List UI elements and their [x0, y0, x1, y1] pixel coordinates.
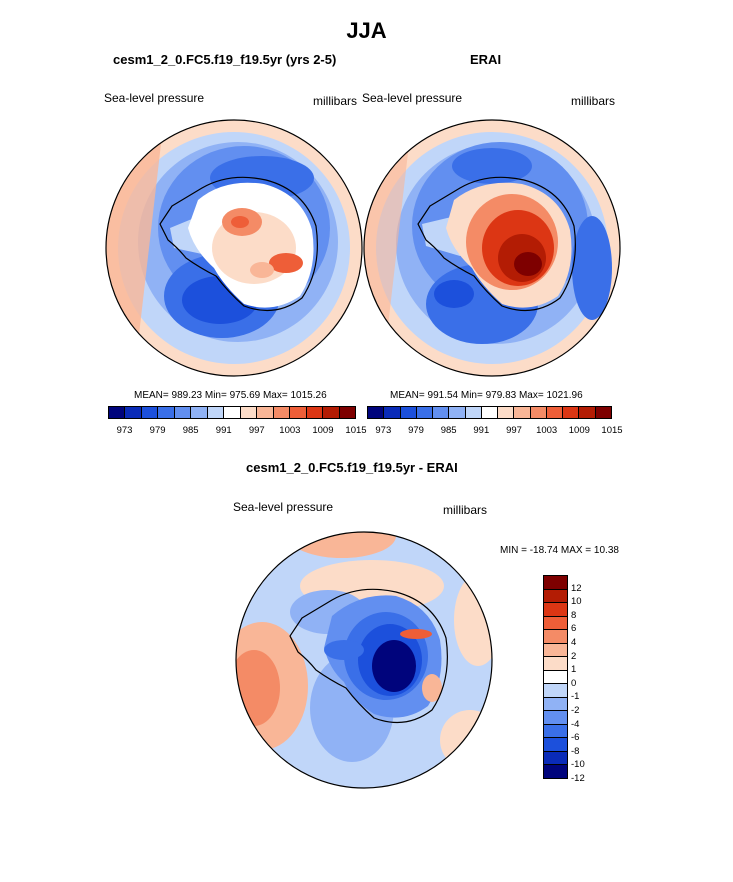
- colorbar-swatch: [544, 643, 567, 658]
- colorbar-swatch: [498, 407, 515, 418]
- colorbar-tick-label: 6: [571, 623, 577, 635]
- colorbar-tick-label: 1: [571, 664, 577, 676]
- colorbar-swatch: [323, 407, 340, 418]
- colorbar-tick-label: 991: [215, 425, 232, 436]
- colorbar-tick-label: 1003: [536, 425, 558, 436]
- colorbar-swatch: [544, 630, 567, 644]
- panel1-colorbar: [108, 406, 356, 419]
- panel3-units-label: millibars: [443, 503, 488, 517]
- colorbar-tick-label: 2: [571, 650, 577, 662]
- colorbar-tick-label: -8: [571, 745, 580, 757]
- colorbar-swatch: [544, 765, 567, 778]
- panel2-stats: MEAN= 991.54 Min= 979.83 Max= 1021.96: [390, 390, 583, 401]
- colorbar-swatch: [191, 407, 208, 418]
- colorbar-tick-label: 1009: [568, 425, 590, 436]
- panel2-units-label: millibars: [571, 94, 616, 108]
- figure-title: JJA: [346, 18, 387, 43]
- colorbar-swatch: [514, 407, 531, 418]
- colorbar-swatch: [290, 407, 307, 418]
- colorbar-tick-label: 997: [506, 425, 522, 436]
- panel1-map: [105, 119, 363, 377]
- panel3-stats: MIN = -18.74 MAX = 10.38: [500, 545, 619, 556]
- panel3-colorbar: [543, 575, 568, 779]
- panel1-field-label: Sea-level pressure: [104, 91, 205, 105]
- colorbar-tick-label: 0: [571, 677, 577, 689]
- colorbar-swatch: [306, 407, 324, 418]
- colorbar-swatch: [544, 670, 567, 685]
- colorbar-swatch: [273, 407, 291, 418]
- panel2-field-label: Sea-level pressure: [362, 91, 463, 105]
- colorbar-tick-label: 979: [408, 425, 424, 436]
- colorbar-tick-label: 8: [571, 609, 577, 621]
- colorbar-swatch: [544, 589, 567, 604]
- colorbar-swatch: [544, 751, 567, 766]
- panel3-field-label: Sea-level pressure: [233, 500, 334, 514]
- colorbar-swatch: [416, 407, 434, 418]
- panel2-colorbar: [367, 406, 612, 419]
- colorbar-tick-label: 985: [440, 425, 457, 436]
- colorbar-swatch: [257, 407, 274, 418]
- panel2-title: ERAI: [470, 52, 502, 67]
- colorbar-swatch: [368, 407, 385, 418]
- colorbar-tick-label: -12: [571, 773, 585, 784]
- colorbar-swatch: [544, 738, 567, 752]
- colorbar-swatch: [384, 407, 401, 418]
- colorbar-tick-label: 4: [571, 637, 577, 648]
- panel1-units-label: millibars: [313, 94, 358, 108]
- colorbar-swatch: [544, 724, 567, 739]
- panel1-stats: MEAN= 989.23 Min= 975.69 Max= 1015.26: [134, 390, 327, 401]
- colorbar-tick-label: 1015: [601, 425, 623, 436]
- panel3-map: [235, 531, 493, 789]
- colorbar-swatch: [125, 407, 142, 418]
- colorbar-swatch: [400, 407, 417, 418]
- colorbar-tick-label: 991: [473, 425, 490, 436]
- colorbar-swatch: [109, 407, 126, 418]
- colorbar-swatch: [546, 407, 564, 418]
- colorbar-swatch: [465, 407, 482, 418]
- colorbar-swatch: [544, 603, 567, 617]
- colorbar-tick-label: -2: [571, 705, 580, 716]
- colorbar-swatch: [158, 407, 175, 418]
- colorbar-tick-label: -4: [571, 718, 580, 730]
- colorbar-swatch: [579, 407, 596, 418]
- colorbar-tick-label: 979: [149, 425, 166, 436]
- colorbar-tick-label: 973: [116, 425, 133, 436]
- colorbar-tick-label: 10: [571, 596, 582, 608]
- colorbar-swatch: [595, 407, 611, 418]
- colorbar-tick-label: 1003: [279, 425, 301, 436]
- panel3-title: cesm1_2_0.FC5.f19_f19.5yr - ERAI: [246, 460, 458, 475]
- colorbar-tick-label: -10: [571, 759, 585, 771]
- colorbar-swatch: [530, 407, 547, 418]
- panel1-title: cesm1_2_0.FC5.f19_f19.5yr (yrs 2-5): [113, 52, 337, 67]
- colorbar-swatch: [481, 407, 499, 418]
- colorbar-swatch: [544, 657, 567, 671]
- colorbar-swatch: [224, 407, 241, 418]
- colorbar-swatch: [544, 576, 567, 590]
- colorbar-swatch: [563, 407, 580, 418]
- colorbar-tick-label: 985: [182, 425, 199, 436]
- colorbar-tick-label: 1015: [345, 425, 367, 436]
- panel2-map: [363, 119, 621, 377]
- colorbar-swatch: [433, 407, 450, 418]
- colorbar-swatch: [141, 407, 159, 418]
- colorbar-swatch: [449, 407, 466, 418]
- colorbar-tick-label: 973: [375, 425, 392, 436]
- colorbar-swatch: [240, 407, 258, 418]
- colorbar-tick-label: 1009: [312, 425, 334, 436]
- colorbar-swatch: [174, 407, 192, 418]
- colorbar-tick-label: -6: [571, 732, 580, 744]
- colorbar-tick-label: 12: [571, 582, 582, 594]
- colorbar-swatch: [544, 684, 567, 698]
- colorbar-swatch: [339, 407, 356, 418]
- colorbar-swatch: [544, 616, 567, 631]
- colorbar-swatch: [544, 711, 567, 725]
- colorbar-tick-label: 997: [248, 425, 265, 436]
- colorbar-swatch: [544, 697, 567, 712]
- colorbar-tick-label: -1: [571, 691, 580, 703]
- colorbar-swatch: [207, 407, 225, 418]
